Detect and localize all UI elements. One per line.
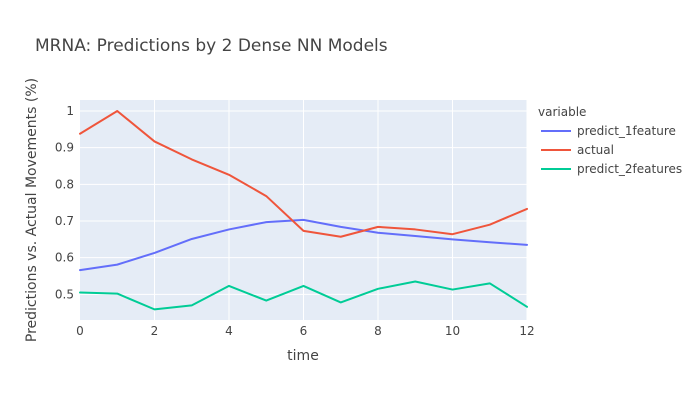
y-tick-label: 1: [66, 104, 74, 118]
gridlines: [80, 100, 528, 320]
y-axis-label: Predictions vs. Actual Movements (%): [24, 78, 40, 342]
series-line-predict_1feature[interactable]: [79, 218, 528, 272]
series-line-actual[interactable]: [79, 110, 528, 238]
legend-item-predict_1feature[interactable]: predict_1feature: [541, 124, 676, 138]
x-tick-labels: 0 2 4 6 8 10 12: [76, 324, 534, 338]
legend-label: predict_1feature: [577, 124, 676, 138]
legend-title: variable: [538, 105, 586, 119]
x-tick-label: 0: [76, 324, 84, 338]
series-line-predict_2features[interactable]: [79, 280, 528, 311]
x-axis-label: time: [287, 348, 319, 364]
x-tick-label: 2: [151, 324, 159, 338]
y-tick-label: 0.8: [55, 177, 74, 191]
legend-item-predict_2features[interactable]: predict_2features: [541, 162, 682, 176]
x-tick-label: 10: [445, 324, 460, 338]
y-tick-label: 0.9: [55, 141, 74, 155]
x-tick-label: 4: [225, 324, 233, 338]
y-tick-label: 0.5: [55, 287, 74, 301]
y-tick-label: 0.6: [55, 251, 74, 265]
series-lines: [79, 110, 528, 311]
y-tick-label: 0.7: [55, 214, 74, 228]
legend-item-actual[interactable]: actual: [541, 143, 614, 157]
legend-label: predict_2features: [577, 162, 682, 176]
chart-title: MRNA: Predictions by 2 Dense NN Models: [35, 36, 388, 56]
y-tick-labels: 0.5 0.6 0.7 0.8 0.9 1: [55, 104, 74, 301]
x-tick-label: 6: [300, 324, 308, 338]
x-tick-label: 12: [519, 324, 534, 338]
x-tick-label: 8: [374, 324, 382, 338]
legend-label: actual: [577, 143, 614, 157]
